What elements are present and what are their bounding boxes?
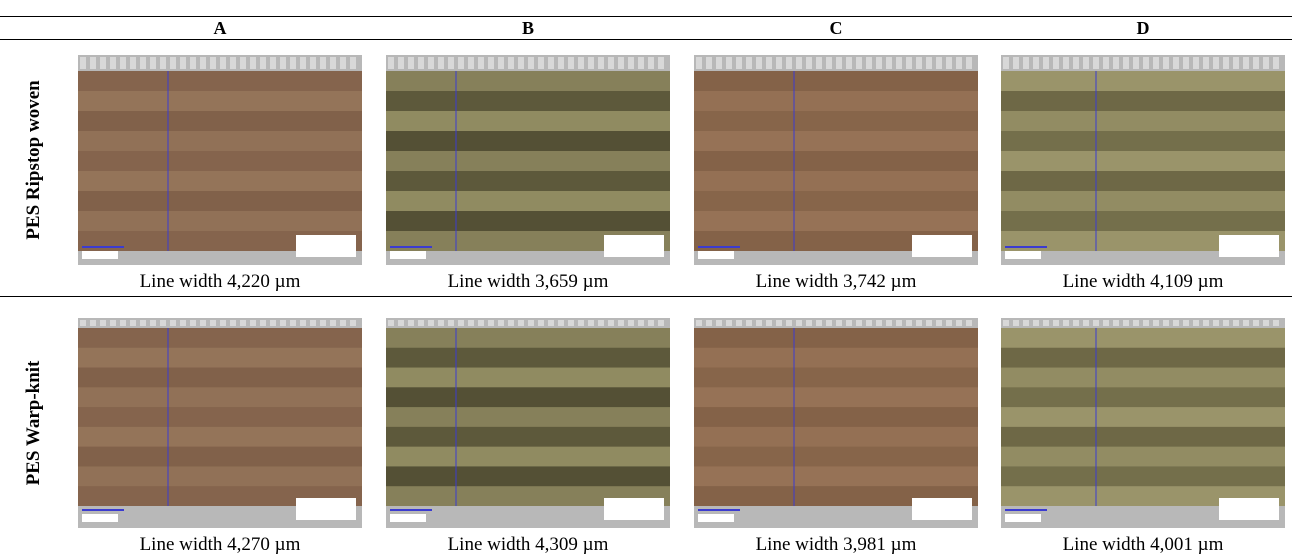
row-label: PES Warp-knit xyxy=(23,360,44,486)
top-rule xyxy=(0,16,1292,17)
image-caption: Line width 4,001 µm xyxy=(1062,534,1224,555)
row-rule xyxy=(0,296,1292,297)
image-caption: Line width 3,981 µm xyxy=(755,534,917,555)
micrograph xyxy=(1001,318,1285,528)
image-caption: Line width 3,742 µm xyxy=(755,271,917,292)
column-header: B xyxy=(521,18,534,38)
image-caption: Line width 3,659 µm xyxy=(447,271,609,292)
header-rule xyxy=(0,39,1292,40)
micrograph xyxy=(694,55,978,265)
column-header: C xyxy=(829,18,843,38)
micrograph xyxy=(386,55,670,265)
image-caption: Line width 4,270 µm xyxy=(139,534,301,555)
micrograph xyxy=(78,55,362,265)
micrograph xyxy=(1001,55,1285,265)
column-header: D xyxy=(1136,18,1150,38)
row-label: PES Ripstop woven xyxy=(23,80,44,240)
micrograph xyxy=(78,318,362,528)
micrograph xyxy=(694,318,978,528)
micrograph xyxy=(386,318,670,528)
image-caption: Line width 4,309 µm xyxy=(447,534,609,555)
column-header: A xyxy=(213,18,227,38)
image-caption: Line width 4,220 µm xyxy=(139,271,301,292)
image-caption: Line width 4,109 µm xyxy=(1062,271,1224,292)
